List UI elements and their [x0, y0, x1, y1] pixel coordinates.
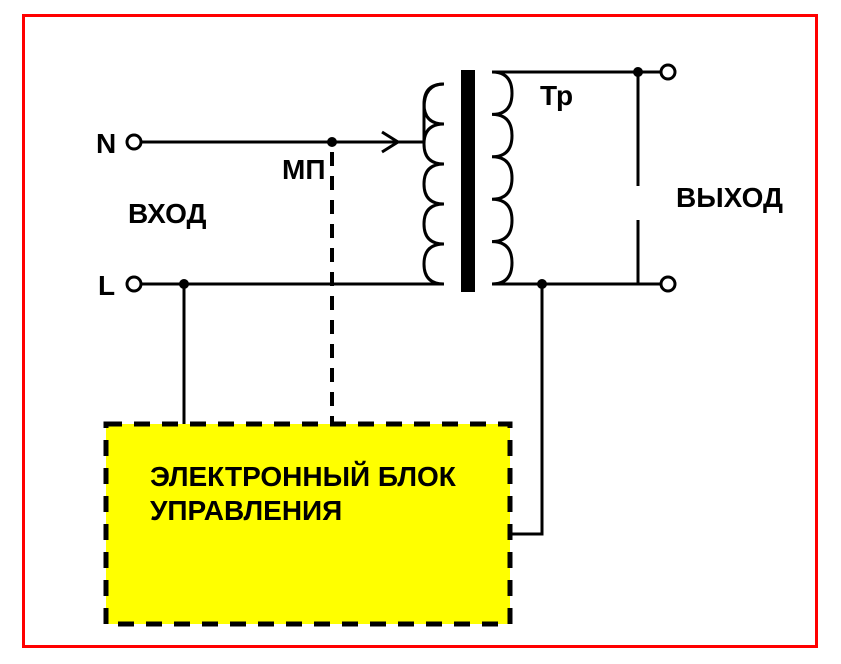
label-N: N — [96, 128, 116, 160]
label-L: L — [98, 270, 115, 302]
transformer-core — [461, 70, 475, 292]
schematic-svg — [0, 0, 841, 664]
wire-sec-to-ecu — [510, 284, 542, 534]
terminal-out-bot — [661, 277, 675, 291]
node-sec-top — [633, 67, 643, 77]
transformer-primary-coil — [424, 84, 444, 284]
label-Tp: Тр — [540, 80, 573, 112]
terminal-out-top — [661, 65, 675, 79]
label-input: ВХОД — [128, 198, 206, 230]
terminals-group — [127, 65, 675, 291]
terminal-N-in — [127, 135, 141, 149]
label-ecu: ЭЛЕКТРОННЫЙ БЛОК УПРАВЛЕНИЯ — [150, 460, 456, 528]
node-mp-node — [327, 137, 337, 147]
nodes-group — [179, 67, 643, 289]
label-output: ВЫХОД — [676, 182, 783, 214]
transformer-secondary-coil — [492, 72, 512, 284]
node-L-branch — [179, 279, 189, 289]
label-MP: МП — [282, 154, 325, 186]
node-sec-bot — [537, 279, 547, 289]
terminal-L-in — [127, 277, 141, 291]
